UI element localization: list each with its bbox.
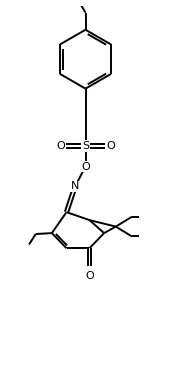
Text: O: O [85, 271, 94, 281]
Text: O: O [106, 141, 115, 151]
Text: S: S [82, 141, 89, 151]
Text: N: N [71, 181, 79, 192]
Text: O: O [81, 162, 90, 172]
Text: O: O [56, 141, 65, 151]
